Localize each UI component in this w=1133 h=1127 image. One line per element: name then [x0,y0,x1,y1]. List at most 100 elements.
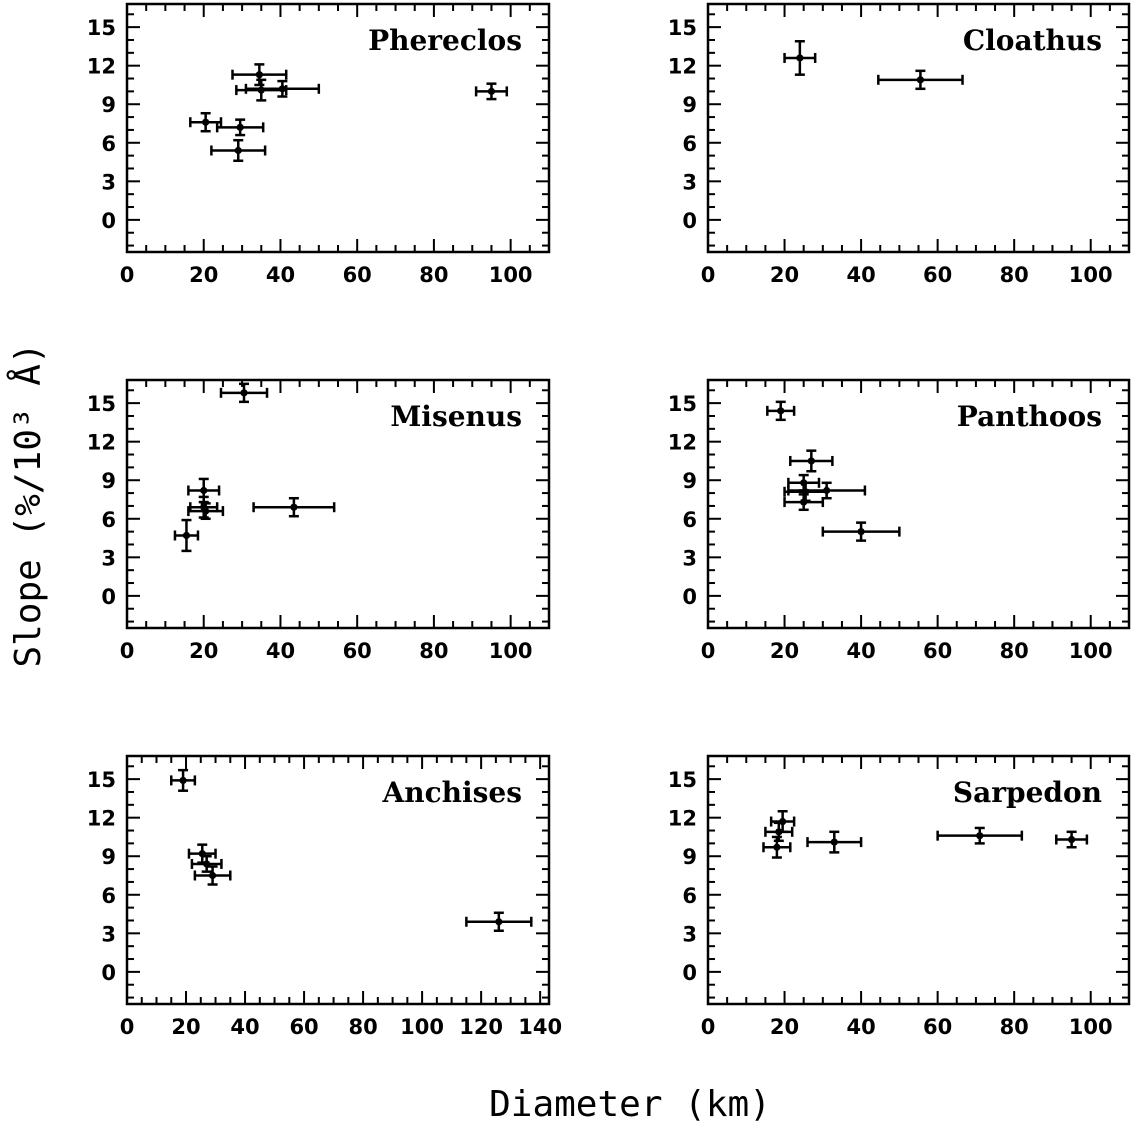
y-tick-label: 9 [101,845,116,869]
data-marker [1067,835,1076,844]
data-point [787,481,867,500]
y-tick-label: 12 [668,431,697,455]
y-tick-label: 12 [87,431,116,455]
panel-panthoos: 0 20 40 60 80 100 0 3 6 9 12 15 Panthoos [668,378,1131,663]
data-marker [487,87,496,95]
y-tick-label: 0 [682,961,697,985]
y-tick-label: 9 [101,93,116,117]
data-point [769,810,796,834]
y-tick-label: 6 [101,508,116,532]
data-marker [916,76,925,84]
data-marker [200,486,208,495]
data-point [465,911,533,933]
x-tick-label: 60 [923,639,952,663]
y-tick-label: 15 [87,768,116,792]
panel-title: Sarpedon [953,776,1102,809]
data-marker [495,918,503,926]
data-point [235,78,288,102]
data-marker [278,85,286,93]
data-marker [796,54,804,62]
x-tick-label: 40 [846,639,875,663]
x-tick-label: 80 [1000,639,1029,663]
y-tick-label: 12 [668,807,697,831]
x-tick-label: 0 [120,639,135,663]
x-tick-label: 80 [348,1015,377,1039]
data-point [783,493,825,512]
x-tick-label: 80 [1000,263,1029,287]
x-tick-label: 40 [266,263,295,287]
data-marker [976,832,984,840]
y-tick-label: 0 [101,585,116,609]
panel-title: Panthoos [957,400,1102,433]
y-tick-label: 12 [87,807,116,831]
x-tick-label: 0 [701,1015,716,1039]
data-point [806,830,863,854]
data-marker [208,871,217,880]
data-point [762,835,792,859]
data-point [170,768,197,792]
x-tick-label: 120 [459,1015,503,1039]
y-tick-label: 6 [682,132,697,156]
data-point [789,449,834,473]
data-marker [807,457,815,465]
data-point [1055,830,1089,849]
x-tick-label: 140 [518,1015,562,1039]
y-tick-label: 0 [682,585,697,609]
data-marker [182,531,191,540]
data-point [766,400,796,422]
x-tick-label: 100 [489,263,533,287]
data-point [936,826,1024,845]
panel-phereclos: 0 20 40 60 80 100 0 3 6 9 12 15 Phereclos [87,2,551,287]
x-tick-label: 100 [489,639,533,663]
panel-anchises: 0 20 40 60 80 100 120 140 0 3 6 9 12 15 Anchises [87,754,562,1039]
data-point [187,502,225,521]
data-point [821,521,901,542]
data-marker [830,838,838,846]
panel-title: Anchises [382,776,522,809]
x-tick-label: 40 [846,263,875,287]
x-tick-label: 40 [266,639,295,663]
data-point [877,69,964,91]
data-point [783,481,828,503]
data-marker [800,498,808,506]
y-axis-label: Slope (%/10³ Å) [6,342,49,667]
x-tick-label: 60 [343,263,372,287]
x-tick-label: 60 [923,1015,952,1039]
data-point [189,111,223,133]
data-point [252,496,336,518]
x-axis-label: Diameter (km) [489,1084,771,1125]
x-tick-label: 60 [923,263,952,287]
x-tick-label: 20 [189,639,218,663]
y-tick-label: 3 [101,922,116,946]
data-point [173,518,200,553]
data-marker [234,146,242,155]
x-tick-label: 80 [419,639,448,663]
data-marker [857,528,865,536]
y-tick-label: 12 [87,55,116,79]
x-tick-label: 80 [419,263,448,287]
y-tick-label: 9 [682,469,697,493]
data-point [190,854,223,873]
y-tick-label: 15 [87,392,116,416]
y-tick-label: 9 [682,845,697,869]
data-marker [773,843,781,851]
y-tick-label: 0 [682,209,697,233]
panel-title: Cloathus [963,24,1102,57]
data-point [474,82,509,101]
y-tick-label: 3 [101,546,116,570]
x-tick-label: 0 [120,1015,135,1039]
y-tick-label: 6 [682,884,697,908]
y-tick-label: 9 [682,93,697,117]
y-tick-label: 0 [101,209,116,233]
data-point [210,138,267,163]
panel-cloathus: 0 20 40 60 80 100 0 3 6 9 12 15 Cloathus [668,2,1131,287]
panel-title: Misenus [390,400,522,433]
x-tick-label: 20 [770,639,799,663]
x-tick-label: 40 [846,1015,875,1039]
y-tick-label: 3 [682,546,697,570]
data-marker [236,123,244,131]
x-tick-label: 0 [701,639,716,663]
data-marker [202,507,210,515]
